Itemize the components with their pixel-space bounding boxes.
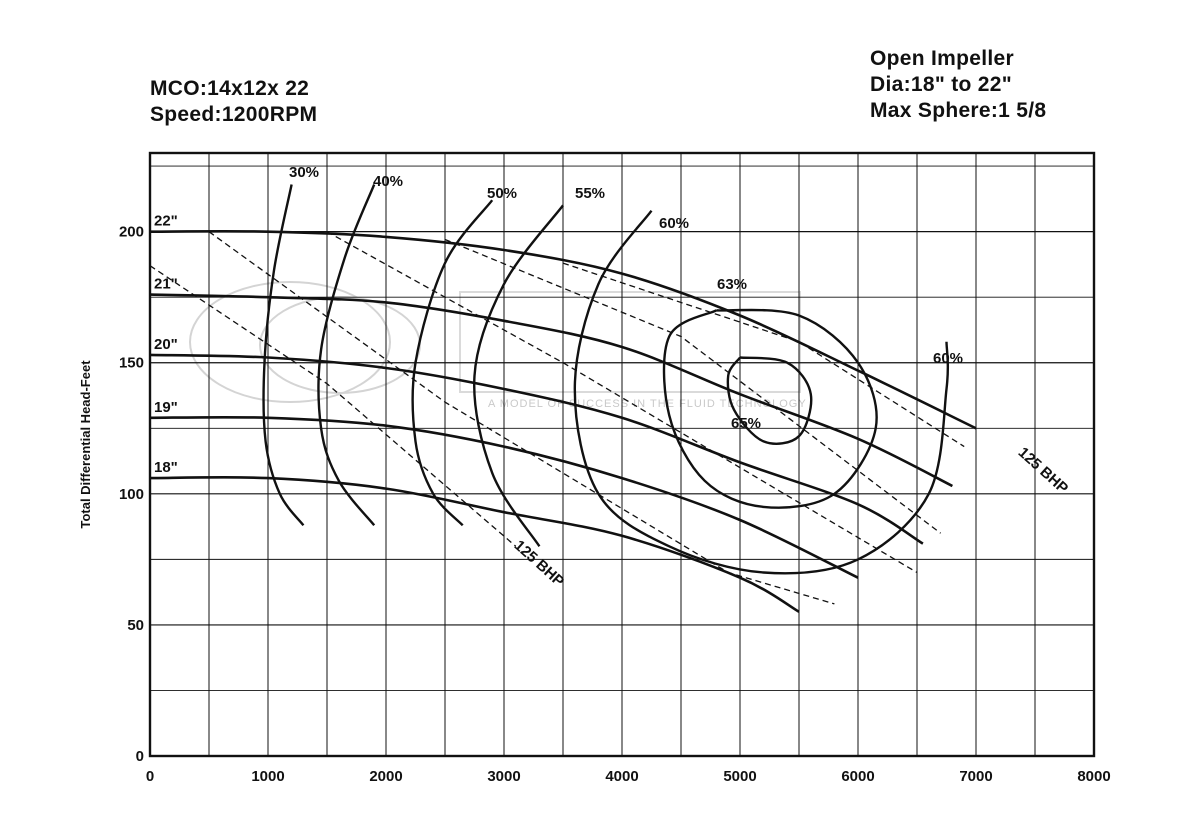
efficiency-curve xyxy=(411,199,494,527)
impeller-label: 22" xyxy=(154,213,178,230)
y-axis-label: Total Differential Head-Feet xyxy=(78,360,93,529)
chart-header-right: Open Impeller Dia:18" to 22" Max Sphere:… xyxy=(870,46,1046,124)
y-tick-label: 50 xyxy=(127,617,144,634)
bhp-label: 125 BHP xyxy=(1015,444,1072,497)
impeller-curve xyxy=(149,476,800,613)
x-tick-label: 4000 xyxy=(605,768,638,785)
efficiency-label: 60% xyxy=(659,215,689,232)
y-tick-label: 100 xyxy=(119,486,144,503)
x-tick-label: 2000 xyxy=(369,768,402,785)
efficiency-curves xyxy=(262,184,950,575)
efficiency-curve xyxy=(262,184,305,527)
x-tick-label: 3000 xyxy=(487,768,520,785)
efficiency-curve xyxy=(317,184,376,527)
efficiency-label: 65% xyxy=(731,415,761,432)
watermark-ellipse xyxy=(189,281,391,403)
impeller-curve xyxy=(149,353,924,545)
pump-speed: Speed:1200RPM xyxy=(150,103,318,126)
y-tick-label: 200 xyxy=(119,224,144,241)
watermark-logo: A MODEL OF SUCCESS IN THE FLUID TECHNOLO… xyxy=(189,281,807,410)
x-tick-label: 5000 xyxy=(723,768,756,785)
impeller-label: 21" xyxy=(154,276,178,293)
efficiency-curve xyxy=(473,204,564,547)
chart-grid xyxy=(150,153,1094,756)
chart-axes: 0 1000 2000 3000 4000 5000 6000 7000 8000 0 50 100 1… xyxy=(78,151,1111,785)
impeller-curve xyxy=(149,293,953,488)
impeller-label: 19" xyxy=(154,399,178,416)
watermark-ellipse xyxy=(259,296,421,394)
x-tick-label: 0 xyxy=(146,768,154,785)
impeller-curve xyxy=(149,415,859,579)
bhp-line xyxy=(149,265,517,547)
bhp-line xyxy=(562,262,965,448)
plot-frame xyxy=(148,151,1096,758)
chart-header-left: MCO:14x12x 22 Speed:1200RPM xyxy=(150,76,317,128)
impeller-label: 20" xyxy=(154,336,178,353)
curve-labels: 22" 21" 20" 19" 18" 30% 40% 50% 55% 60% 63% 65% 60% 1… xyxy=(154,164,1071,590)
x-tick-label: 8000 xyxy=(1077,768,1110,785)
impeller-curves xyxy=(149,230,977,613)
impeller-type: Open Impeller xyxy=(870,47,1014,70)
efficiency-label: 60% xyxy=(933,350,963,367)
x-tick-label: 1000 xyxy=(251,768,284,785)
efficiency-curve xyxy=(726,356,813,445)
efficiency-label: 40% xyxy=(373,173,403,190)
impeller-diameter: Dia:18" to 22" xyxy=(870,73,1012,96)
impeller-label: 18" xyxy=(154,459,178,476)
x-tick-label: 6000 xyxy=(841,768,874,785)
efficiency-label: 30% xyxy=(289,164,319,181)
y-tick-label: 0 xyxy=(136,748,144,765)
efficiency-curve xyxy=(573,209,950,575)
max-sphere: Max Sphere:1 5/8 xyxy=(870,99,1047,122)
x-tick-label: 7000 xyxy=(959,768,992,785)
pump-model: MCO:14x12x 22 xyxy=(150,77,310,100)
efficiency-label: 55% xyxy=(575,185,605,202)
bhp-line xyxy=(444,238,941,534)
watermark-frame xyxy=(459,291,801,393)
impeller-curve xyxy=(149,230,977,430)
y-tick-label: 150 xyxy=(119,355,144,372)
bhp-line xyxy=(326,231,918,574)
efficiency-label: 63% xyxy=(717,276,747,293)
efficiency-curve xyxy=(662,308,878,509)
watermark-text: A MODEL OF SUCCESS IN THE FLUID TECHNOLO… xyxy=(488,398,807,410)
efficiency-label: 50% xyxy=(487,185,517,202)
